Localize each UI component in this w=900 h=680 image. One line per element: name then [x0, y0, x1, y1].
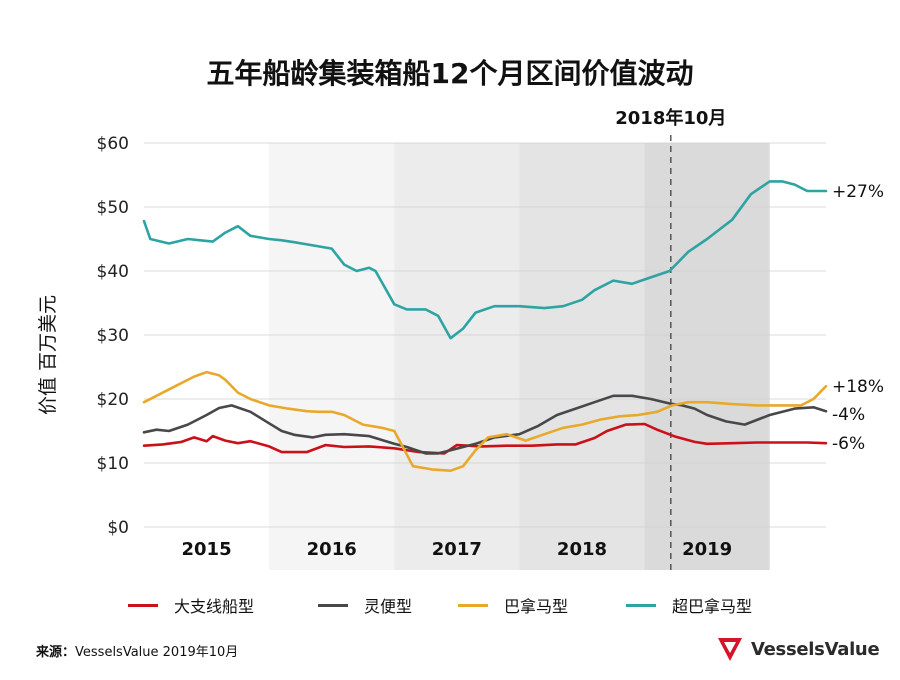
y-tick-label: $10: [97, 454, 129, 474]
year-band-2018: [519, 143, 645, 570]
y-tick-label: $20: [97, 390, 129, 410]
chart-title: 五年船龄集装箱船12个月区间价值波动: [206, 57, 694, 90]
y-tick-label: $40: [97, 262, 129, 282]
x-year-label: 2015: [182, 539, 232, 560]
legend-label: 大支线船型: [174, 597, 255, 616]
legend: 大支线船型 灵便型 巴拿马型 超巴拿马型: [128, 590, 828, 620]
end-label-0: -6%: [832, 434, 865, 454]
source-text: VesselsValue 2019年10月: [75, 645, 239, 660]
y-tick-label: $50: [97, 198, 129, 218]
legend-item-feeder: 大支线船型: [128, 590, 254, 620]
y-tick-label: $30: [97, 326, 129, 346]
vesselsvalue-logo: VesselsValue: [715, 634, 880, 664]
legend-swatch: [318, 603, 348, 607]
y-axis-ticks: $0 $10 $20 $30 $40 $50 $60: [97, 134, 129, 538]
legend-label: 超巴拿马型: [672, 597, 753, 616]
year-band-2019: [644, 143, 770, 570]
line-chart: $0$10$20$30$40$50$60 2015 2016 2017 2018 201…: [37, 107, 884, 570]
annotation-oct-2018: 2018年10月: [615, 107, 726, 570]
gridlines: [144, 142, 826, 528]
logo-icon: [718, 638, 742, 661]
series-lines: [142, 180, 828, 472]
x-year-label: 2017: [432, 539, 482, 560]
x-axis-year-labels: 2015 2016 2017 2018 2019: [182, 539, 733, 560]
series-line-1: [142, 394, 828, 455]
year-band-2016: [269, 143, 395, 570]
legend-swatch: [458, 603, 488, 607]
legend-label: 灵便型: [364, 597, 413, 616]
legend-swatch: [626, 603, 656, 607]
year-band-2017: [394, 143, 520, 570]
end-label-3: +27%: [832, 182, 884, 202]
series-line-0: [142, 422, 828, 455]
source-label: 来源：: [36, 645, 76, 660]
logo-text: VesselsValue: [751, 638, 880, 660]
series-line-2: [142, 370, 828, 472]
legend-item-handy: 灵便型: [318, 590, 412, 620]
end-label-1: -4%: [832, 405, 865, 425]
series-line-3: [142, 180, 828, 340]
legend-item-panamax: 巴拿马型: [458, 590, 568, 620]
y-tick-label: $0: [107, 518, 129, 538]
legend-label: 巴拿马型: [504, 597, 569, 616]
y-tick-label: $60: [97, 134, 129, 154]
year-band-2015: [144, 143, 270, 570]
x-year-label: 2018: [557, 539, 607, 560]
source-note: 来源：VesselsValue 2019年10月: [36, 641, 238, 660]
legend-item-post-panamax: 超巴拿马型: [626, 590, 752, 620]
series-end-labels: -6% -4% +18% +27%: [832, 182, 884, 454]
annotation-label: 2018年10月: [615, 107, 726, 129]
end-label-2: +18%: [832, 377, 884, 397]
year-bands: [144, 143, 770, 570]
legend-swatch: [128, 603, 158, 607]
y-axis-label: 价值 百万美元: [37, 295, 59, 415]
x-year-label: 2019: [682, 539, 732, 560]
x-year-label: 2016: [307, 539, 357, 560]
